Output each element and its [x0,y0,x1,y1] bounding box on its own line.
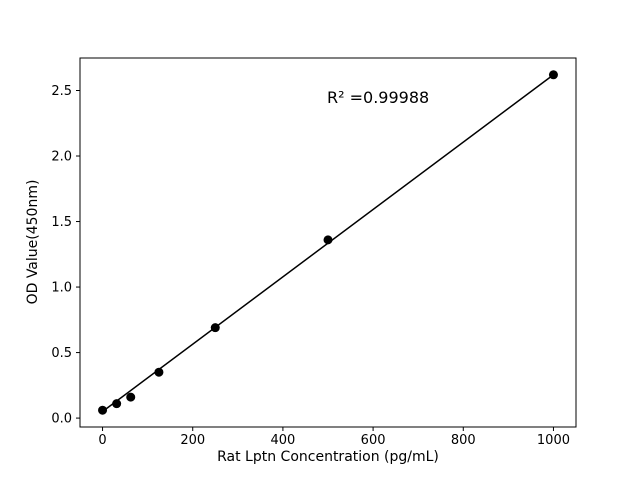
data-point [112,399,122,409]
data-point [126,392,136,402]
y-tick-label: 1.5 [51,215,72,230]
x-tick-label: 400 [270,433,295,448]
data-point [98,405,108,415]
plot-frame [79,57,577,428]
y-tick-label: 2.0 [51,150,72,165]
x-tick-label: 1000 [537,433,570,448]
x-tick-label: 200 [180,433,205,448]
r-squared-annotation: R² =0.99988 [327,88,430,107]
y-tick-label: 2.5 [51,84,72,99]
x-tick-label: 600 [361,433,386,448]
y-tick-label: 1.0 [51,281,72,296]
y-axis-label: OD Value(450nm) [25,179,41,305]
data-point [210,323,220,333]
x-tick-label: 0 [98,433,106,448]
data-point [548,70,558,80]
x-tick-label: 800 [451,433,476,448]
x-axis-label: Rat Lptn Concentration (pg/mL) [217,449,439,465]
y-tick-label: 0.5 [51,346,72,361]
data-point [154,367,164,377]
y-tick-label: 0.0 [51,412,72,427]
data-point [323,235,333,245]
